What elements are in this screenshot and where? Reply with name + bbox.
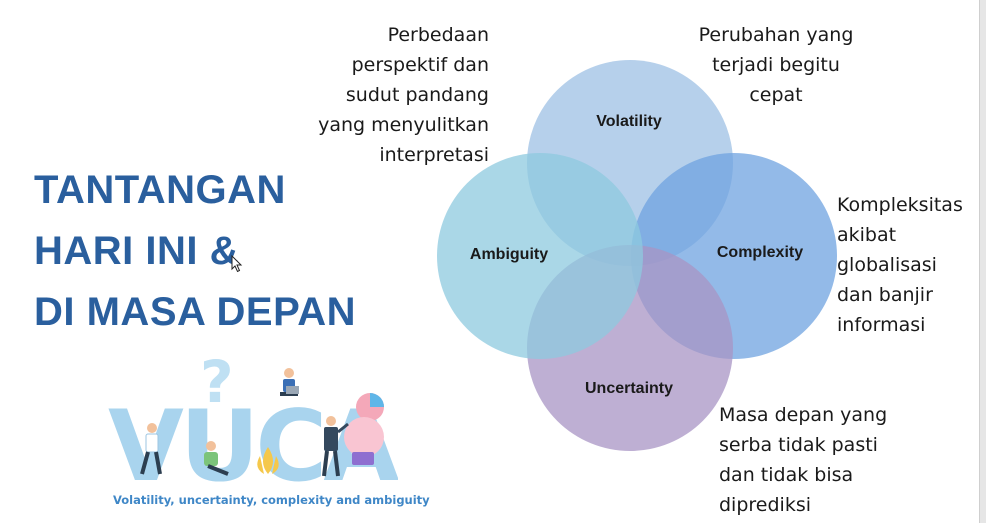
- description-line: akibat: [837, 224, 897, 246]
- description-line: informasi: [837, 314, 926, 336]
- title-line: DI MASA DEPAN: [34, 290, 357, 334]
- mouse-cursor-icon: [231, 255, 243, 273]
- calendar-box-icon: [352, 452, 374, 465]
- complexity-description: Kompleksitas akibat globalisasi dan banj…: [837, 190, 963, 340]
- description-line: yang menyulitkan: [318, 114, 489, 136]
- pink-circle-shape: [344, 417, 384, 457]
- description-line: dan tidak bisa: [719, 464, 854, 486]
- volatility-description: Perubahan yang terjadi begitu cepat: [694, 20, 858, 110]
- businessman-icon: [322, 416, 349, 477]
- description-line: interpretasi: [379, 144, 489, 166]
- slide-title: TANTANGAN HARI INI & DI MASA DEPAN: [34, 160, 356, 343]
- pie-chart-icon: [356, 393, 384, 421]
- ambiguity-label: Ambiguity: [470, 246, 548, 263]
- description-line: diprediksi: [719, 494, 812, 516]
- description-line: dan banjir: [837, 284, 933, 306]
- person-sitting-icon: [204, 441, 229, 476]
- person-laptop-icon: [280, 368, 299, 396]
- title-line: TANTANGAN: [34, 168, 286, 212]
- description-line: terjadi begitu: [712, 54, 840, 76]
- window-edge: [979, 0, 986, 523]
- description-line: serba tidak pasti: [719, 434, 878, 456]
- plant-icon: [257, 447, 279, 474]
- volatility-label: Volatility: [596, 113, 662, 130]
- complexity-label: Complexity: [717, 244, 803, 261]
- question-mark-icon: ?: [200, 352, 234, 416]
- uncertainty-description: Masa depan yang serba tidak pasti dan ti…: [719, 400, 887, 520]
- ambiguity-circle: [437, 153, 643, 359]
- description-line: Masa depan yang: [719, 404, 888, 426]
- description-line: Perbedaan: [387, 24, 489, 46]
- description-line: Perubahan yang: [698, 24, 854, 46]
- description-line: sudut pandang: [345, 84, 489, 106]
- person-pushing-icon: [140, 423, 162, 475]
- description-line: globalisasi: [837, 254, 937, 276]
- uncertainty-label: Uncertainty: [585, 380, 673, 397]
- ambiguity-description: Perbedaan perspektif dan sudut pandang y…: [318, 20, 489, 170]
- vuca-illustration: ? VUCA: [108, 352, 398, 492]
- description-line: Kompleksitas: [837, 194, 963, 216]
- title-line: HARI INI &: [34, 229, 239, 273]
- vuca-caption: Volatility, uncertainty, complexity and …: [113, 493, 430, 507]
- description-line: cepat: [749, 84, 803, 106]
- description-line: perspektif dan: [351, 54, 489, 76]
